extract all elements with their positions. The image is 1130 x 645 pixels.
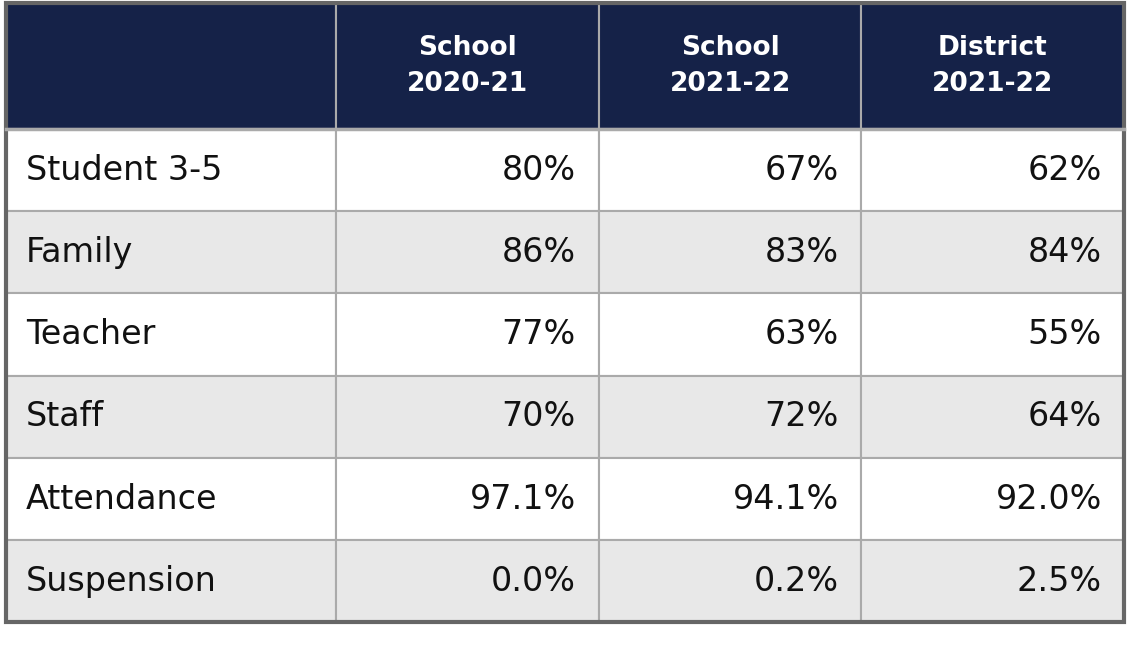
Text: Suspension: Suspension bbox=[26, 565, 217, 598]
Text: 2.5%: 2.5% bbox=[1017, 565, 1102, 598]
Text: Family: Family bbox=[26, 236, 133, 269]
Text: District: District bbox=[938, 35, 1048, 61]
Bar bbox=[6, 211, 336, 293]
Text: 86%: 86% bbox=[502, 236, 576, 269]
Bar bbox=[599, 293, 861, 375]
Text: Attendance: Attendance bbox=[26, 482, 217, 515]
Bar bbox=[861, 129, 1124, 211]
Bar bbox=[599, 375, 861, 458]
Text: 0.0%: 0.0% bbox=[490, 565, 576, 598]
Text: 63%: 63% bbox=[765, 318, 838, 351]
Bar bbox=[861, 458, 1124, 540]
Text: 97.1%: 97.1% bbox=[470, 482, 576, 515]
Bar bbox=[6, 129, 336, 211]
Bar bbox=[336, 3, 599, 129]
Text: 2021-22: 2021-22 bbox=[669, 71, 791, 97]
Text: 83%: 83% bbox=[765, 236, 838, 269]
Text: 80%: 80% bbox=[502, 154, 576, 186]
Bar bbox=[336, 293, 599, 375]
Text: 67%: 67% bbox=[765, 154, 838, 186]
Text: Staff: Staff bbox=[26, 401, 104, 433]
Bar bbox=[336, 458, 599, 540]
Text: 62%: 62% bbox=[1027, 154, 1102, 186]
Text: School: School bbox=[680, 35, 780, 61]
Bar bbox=[6, 3, 336, 129]
Bar bbox=[599, 211, 861, 293]
Text: 92.0%: 92.0% bbox=[996, 482, 1102, 515]
Text: 0.2%: 0.2% bbox=[754, 565, 838, 598]
Text: 64%: 64% bbox=[1027, 401, 1102, 433]
Text: 72%: 72% bbox=[765, 401, 838, 433]
Bar bbox=[599, 540, 861, 622]
Bar bbox=[6, 458, 336, 540]
Text: 84%: 84% bbox=[1027, 236, 1102, 269]
Bar bbox=[336, 129, 599, 211]
Bar bbox=[336, 540, 599, 622]
Bar bbox=[336, 211, 599, 293]
Bar bbox=[861, 540, 1124, 622]
Text: 77%: 77% bbox=[502, 318, 576, 351]
Bar bbox=[336, 375, 599, 458]
Bar bbox=[6, 293, 336, 375]
Bar bbox=[861, 293, 1124, 375]
Text: Teacher: Teacher bbox=[26, 318, 155, 351]
Text: 70%: 70% bbox=[502, 401, 576, 433]
Bar bbox=[861, 375, 1124, 458]
Text: School: School bbox=[418, 35, 516, 61]
Bar bbox=[6, 540, 336, 622]
Bar bbox=[861, 211, 1124, 293]
Text: 55%: 55% bbox=[1027, 318, 1102, 351]
Bar bbox=[599, 129, 861, 211]
Bar bbox=[861, 3, 1124, 129]
Text: 94.1%: 94.1% bbox=[732, 482, 838, 515]
Text: Student 3-5: Student 3-5 bbox=[26, 154, 223, 186]
Text: 2020-21: 2020-21 bbox=[407, 71, 528, 97]
Text: 2021-22: 2021-22 bbox=[932, 71, 1053, 97]
Bar bbox=[599, 3, 861, 129]
Bar bbox=[599, 458, 861, 540]
Bar bbox=[6, 375, 336, 458]
